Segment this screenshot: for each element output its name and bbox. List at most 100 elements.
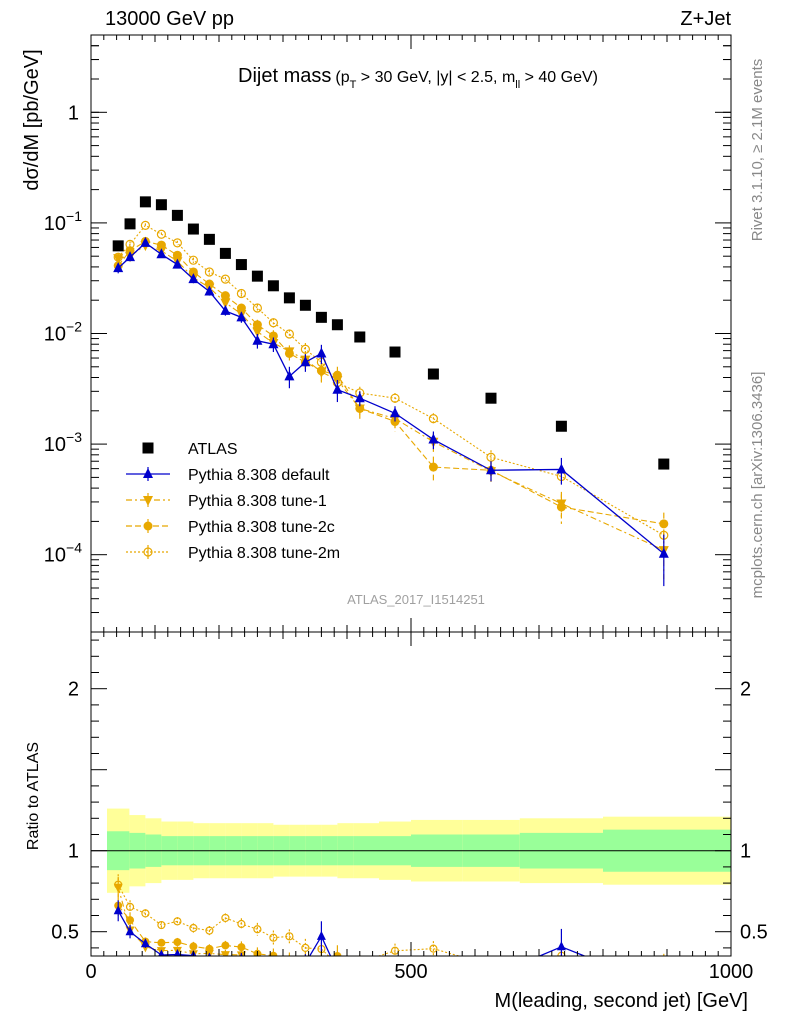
title-cuts-mid: > 30 GeV, |y| < 2.5, m [356, 69, 515, 86]
y-tick-base: 10 [44, 545, 66, 567]
data-point [139, 196, 151, 208]
data-point [428, 433, 439, 444]
ratio-point [557, 979, 565, 987]
analysis-id: ATLAS_2017_I1514251 [347, 592, 485, 607]
data-point [354, 331, 366, 343]
data-point [220, 274, 230, 284]
legend-label-pythia-8-308-tune-2m: Pythia 8.308 tune-2m [188, 545, 340, 562]
legend-label-pythia-8-308-tune-2c: Pythia 8.308 tune-2c [188, 519, 335, 536]
ratio-point [126, 916, 135, 925]
data-point [555, 420, 567, 432]
ratio-point [334, 961, 341, 968]
x-tick-label: 0 [85, 961, 96, 983]
ratio-point [173, 938, 182, 947]
ratio-point [141, 909, 150, 918]
y-axis-label: dσ/dM [pb/GeV] [21, 49, 43, 190]
ratio-point [390, 946, 400, 955]
data-point [268, 338, 279, 349]
ratio-point [487, 971, 496, 980]
ratio-point [301, 943, 310, 953]
legend-marker-pythia-8-308-default [143, 468, 153, 478]
data-point [316, 366, 326, 376]
data-point [125, 251, 136, 262]
data-point [188, 273, 199, 284]
x-tick-label: 1000 [709, 961, 754, 983]
y-tick-exponent: −2 [66, 319, 82, 335]
ratio-point [316, 930, 326, 940]
data-point [236, 288, 246, 299]
data-point [390, 407, 400, 418]
ratio-point [355, 962, 364, 971]
data-point [252, 320, 262, 330]
data-point [659, 519, 669, 529]
data-point [355, 403, 365, 413]
data-point [140, 220, 150, 230]
ratio-point [487, 973, 495, 981]
ratio-point [157, 938, 166, 947]
data-point [428, 414, 438, 424]
ratio-tick-label: 0.5 [51, 922, 79, 944]
data-point [300, 356, 311, 367]
data-point [485, 392, 497, 404]
data-point [331, 319, 343, 331]
ratio-point [221, 913, 230, 923]
ratio-point [269, 959, 278, 968]
data-point [156, 229, 166, 239]
data-point [172, 250, 182, 260]
y-tick-exponent: −3 [66, 429, 82, 445]
ratio-point [301, 959, 309, 967]
data-point [556, 502, 566, 512]
data-point [315, 311, 327, 323]
ratio-series [113, 874, 667, 987]
ratio-point [173, 949, 181, 956]
title-cuts-sub-ll: ll [515, 79, 520, 91]
data-point [332, 370, 342, 380]
ratio-tick-label-right: 2 [740, 679, 751, 701]
data-point [658, 547, 669, 558]
ratio-point [356, 959, 363, 966]
data-point [267, 280, 279, 292]
ratio-point [114, 880, 123, 889]
data-uncertainty-bands [91, 808, 731, 893]
ratio-point [319, 955, 324, 956]
data-point [252, 327, 263, 338]
data-point [268, 331, 278, 341]
ratio-point [285, 958, 293, 966]
series-line-pythia-8-308-tune-2m [117, 224, 665, 536]
ratio-line-pythia-8-308-tune-2c [117, 905, 339, 956]
ratio-point [240, 953, 243, 956]
y-tick-exponent: −4 [66, 540, 82, 556]
data-point [155, 199, 167, 211]
ratio-point [269, 960, 278, 969]
data-point [316, 347, 327, 358]
ratio-point [205, 944, 214, 953]
data-point [188, 267, 198, 277]
ratio-point [173, 917, 182, 926]
ratio-point [660, 972, 667, 979]
ratio-tick-label-right: 1 [740, 841, 751, 863]
ratio-line-pythia-8-308-tune-1 [117, 887, 246, 956]
data-point [284, 329, 294, 339]
ratio-point [557, 977, 566, 986]
legend-label-atlas: ATLAS [188, 441, 238, 458]
ratio-point [253, 958, 262, 967]
x-tick-label: 500 [394, 961, 427, 983]
legend-marker-pythia-8-308-tune-2m [143, 547, 153, 557]
ratio-point [237, 919, 246, 929]
ratio-point [253, 965, 262, 974]
ratio-axis-label: Ratio to ATLAS [25, 742, 42, 850]
data-point [171, 209, 183, 221]
data-point [187, 223, 199, 235]
y-tick-label: 10−4 [44, 540, 82, 567]
data-point [236, 311, 247, 322]
data-point [220, 291, 230, 301]
ratio-point [113, 905, 123, 915]
data-point [251, 270, 263, 282]
ratio-point [157, 920, 166, 930]
data-point [188, 255, 198, 265]
ratio-point [487, 974, 496, 983]
ratio-tick-label: 1 [68, 841, 79, 863]
y-tick-base: 10 [44, 434, 66, 456]
data-point [252, 334, 263, 345]
